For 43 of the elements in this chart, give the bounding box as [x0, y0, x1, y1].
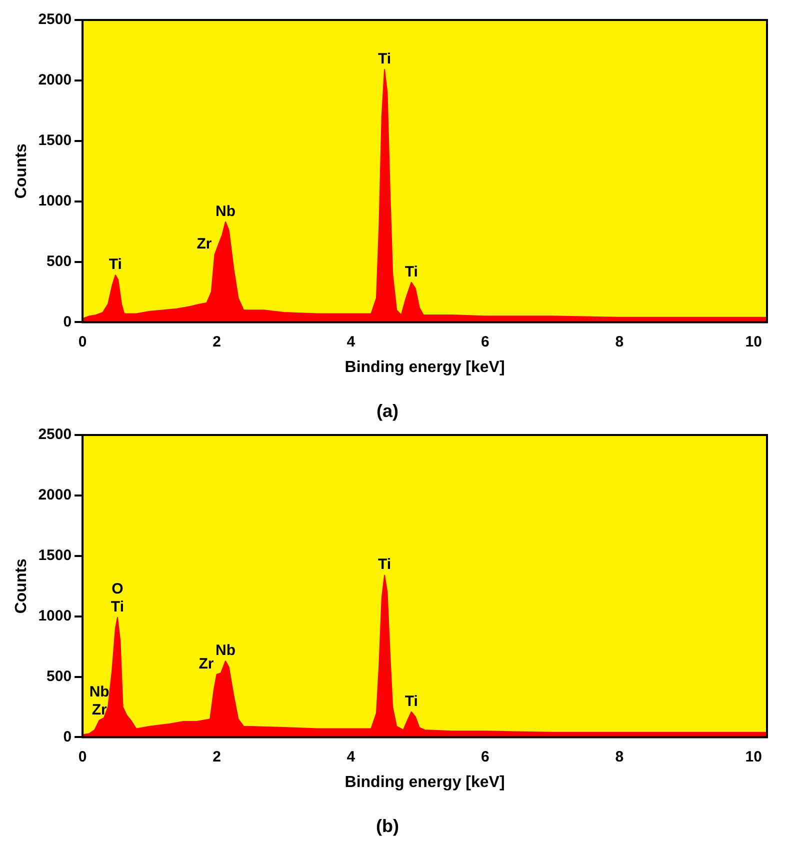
x-tick-label: 10	[745, 748, 762, 766]
x-axis-title: Binding energy [keV]	[344, 774, 505, 792]
y-tick-label: 2500	[38, 426, 72, 444]
y-tick-label: 1500	[38, 132, 72, 150]
y-tick-label: 1000	[38, 607, 72, 624]
annotation: O	[112, 580, 124, 598]
y-axis-title: Counts	[13, 558, 30, 614]
x-tick-label: 6	[481, 748, 490, 766]
annotation: Ti	[404, 263, 418, 280]
annotation: Ti	[378, 556, 392, 574]
annotation: Zr	[196, 236, 212, 253]
annotation: Nb	[215, 202, 236, 220]
x-tick-label: 4	[346, 748, 356, 766]
y-tick-label: 1000	[38, 192, 72, 210]
y-axis-title: Counts	[13, 143, 30, 199]
x-tick-label: 2	[212, 333, 221, 350]
text: (a)	[376, 401, 399, 422]
annotation: Nb	[89, 683, 110, 700]
y-tick-label: 500	[46, 668, 72, 685]
x-tick-label: 8	[615, 333, 624, 350]
annotation: Nb	[215, 642, 236, 660]
y-tick-label: 2000	[38, 486, 72, 504]
y-tick-label: 0	[63, 728, 72, 746]
x-tick-label: 6	[481, 333, 490, 350]
annotation: Zr	[92, 701, 108, 718]
y-tick-label: 0	[63, 313, 72, 330]
x-tick-label: 8	[615, 748, 624, 766]
y-tick-label: 2000	[38, 72, 72, 89]
x-tick-label: 4	[346, 333, 356, 350]
x-tick-label: 2	[212, 748, 221, 766]
x-tick-label: 0	[78, 748, 87, 766]
x-axis-title: Binding energy [keV]	[344, 359, 505, 376]
x-tick-label: 10	[745, 333, 762, 350]
annotation: Ti	[108, 256, 122, 274]
annotation: Ti	[404, 692, 418, 710]
annotation: Ti	[378, 50, 392, 68]
y-tick-label: 1500	[38, 547, 72, 564]
y-tick-label: 2500	[38, 11, 72, 28]
text: (b)	[376, 816, 399, 836]
annotation: Zr	[198, 655, 214, 672]
x-tick-label: 0	[78, 333, 87, 350]
y-tick-label: 500	[46, 252, 72, 270]
annotation: Ti	[110, 598, 124, 616]
